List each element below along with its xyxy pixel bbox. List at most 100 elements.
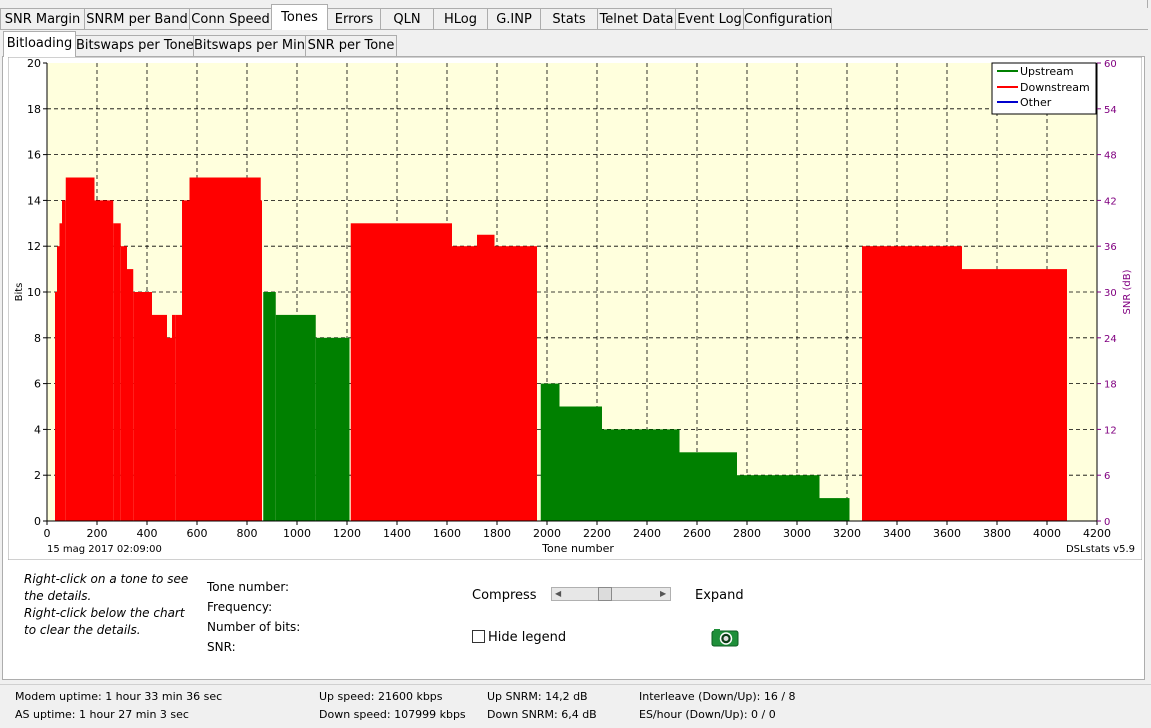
x-tick-label: 2800 [733, 527, 761, 540]
bar-downstream [167, 337, 172, 521]
y-tick-label: 10 [27, 286, 41, 299]
compress-label: Compress [472, 588, 537, 603]
bar-downstream [172, 314, 176, 521]
tab-bar-rule [0, 29, 1148, 30]
x-tick-label: 2600 [683, 527, 711, 540]
y2-tick-label: 36 [1104, 242, 1117, 253]
x-tick-label: 1600 [433, 527, 461, 540]
bar-downstream [94, 200, 114, 521]
tone-number-label: Tone number: [207, 580, 290, 594]
tab-conn-speed[interactable]: Conn Speed [189, 8, 272, 29]
tab-tones[interactable]: Tones [271, 4, 328, 30]
x-tick-label: 0 [44, 527, 51, 540]
y-tick-label: 16 [27, 149, 41, 162]
subtab-snr-per-tone[interactable]: SNR per Tone [305, 35, 397, 56]
expand-label: Expand [695, 588, 744, 603]
bar-upstream [737, 475, 820, 521]
tab-snrm-per-band[interactable]: SNRM per Band [84, 8, 190, 29]
es-per-hour: ES/hour (Down/Up): 0 / 0 [639, 708, 776, 721]
tab-event-log[interactable]: Event Log [675, 8, 744, 29]
legend-upstream: Upstream [1020, 65, 1074, 78]
tab-qln[interactable]: QLN [380, 8, 434, 29]
bitloading-chart[interactable]: 0 200 400 600 800 1000 1200 1400 1600 1800 2000 220… [8, 57, 1142, 560]
legend-other: Other [1020, 96, 1052, 109]
tab-stats[interactable]: Stats [540, 8, 598, 29]
bar-downstream [152, 314, 167, 521]
snr-label: SNR: [207, 640, 236, 654]
bar-downstream [133, 292, 142, 521]
bar-downstream [182, 200, 190, 521]
bar-downstream [65, 177, 95, 521]
tab-configuration[interactable]: Configuration [743, 8, 832, 29]
subtab-bitloading[interactable]: Bitloading [3, 31, 76, 57]
tab-hlog[interactable]: HLog [433, 8, 488, 29]
bar-upstream [559, 406, 602, 521]
slider-left-arrow-icon[interactable]: ◀ [555, 589, 562, 598]
subtab-bitswaps-per-min[interactable]: Bitswaps per Min [193, 35, 306, 56]
as-uptime: AS uptime: 1 hour 27 min 3 sec [15, 708, 189, 721]
x-tick-label: 3000 [783, 527, 811, 540]
bar-downstream [477, 234, 495, 521]
camera-icon[interactable] [711, 627, 739, 647]
x-tick-label: 2200 [583, 527, 611, 540]
bar-downstream [257, 200, 262, 521]
bar-downstream [189, 177, 261, 521]
bar-upstream [275, 314, 316, 521]
bar-downstream [120, 246, 127, 521]
y2-tick-label: 0 [1104, 517, 1110, 528]
x-tick-label: 3200 [833, 527, 861, 540]
y2-tick-label: 54 [1104, 105, 1117, 116]
x-tick-label: 1000 [283, 527, 311, 540]
x-tick-label: 400 [137, 527, 158, 540]
x-tick-label: 2000 [533, 527, 561, 540]
y-tick-label: 12 [27, 240, 41, 253]
bar-downstream [452, 246, 477, 521]
window-edge [1147, 0, 1148, 8]
hide-legend-checkbox[interactable] [472, 630, 485, 643]
hide-legend-label[interactable]: Hide legend [488, 630, 567, 645]
frequency-label: Frequency: [207, 600, 273, 614]
bar-upstream [602, 429, 680, 521]
tab-errors[interactable]: Errors [327, 8, 381, 29]
down-speed: Down speed: 107999 kbps [319, 708, 466, 721]
chart-timestamp: 15 mag 2017 02:09:00 [47, 544, 162, 555]
y-tick-label: 6 [34, 378, 41, 391]
modem-uptime: Modem uptime: 1 hour 33 min 36 sec [15, 690, 223, 703]
bar-downstream [494, 246, 537, 521]
y-tick-label: 0 [34, 515, 41, 528]
y-tick-label: 14 [27, 194, 41, 207]
interleave: Interleave (Down/Up): 16 / 8 [639, 690, 796, 703]
bar-downstream [127, 269, 134, 521]
chart-ticks: 0 200 400 600 800 1000 1200 1400 1600 1800 2000 220… [27, 57, 1117, 540]
y2-tick-label: 6 [1104, 471, 1110, 482]
chart-bars [55, 177, 1067, 522]
bar-downstream [350, 223, 452, 522]
subtab-bitswaps-per-tone[interactable]: Bitswaps per Tone [75, 35, 194, 56]
x-tick-label: 600 [187, 527, 208, 540]
x-tick-label: 1800 [483, 527, 511, 540]
y2-tick-label: 42 [1104, 196, 1117, 207]
slider-right-arrow-icon[interactable]: ▶ [660, 589, 667, 598]
x-tick-label: 1400 [383, 527, 411, 540]
bar-upstream [540, 383, 560, 521]
bar-downstream [962, 269, 1067, 521]
y2-tick-label: 12 [1104, 425, 1117, 436]
y-axis-label: Bits [14, 283, 25, 302]
zoom-slider-thumb[interactable] [597, 587, 612, 601]
chart-watermark: DSLstats v5.9 [1066, 544, 1135, 555]
bar-upstream [679, 452, 737, 521]
tab-telnet-data[interactable]: Telnet Data [597, 8, 676, 29]
main-tab-bar: SNR Margin SNRM per Band Conn Speed Tone… [0, 0, 1151, 30]
tab-snr-margin[interactable]: SNR Margin [0, 8, 85, 29]
y-tick-label: 8 [34, 332, 41, 345]
hint-line-3: Right-click below the chart [24, 606, 185, 620]
tab-ginp[interactable]: G.INP [487, 8, 541, 29]
bar-downstream [59, 223, 62, 522]
y-tick-label: 18 [27, 103, 41, 116]
x-tick-label: 800 [237, 527, 258, 540]
bar-downstream [57, 246, 60, 521]
y-tick-label: 2 [34, 469, 41, 482]
x-tick-label: 2400 [633, 527, 661, 540]
bar-upstream [315, 337, 350, 521]
bar-upstream [819, 498, 850, 521]
